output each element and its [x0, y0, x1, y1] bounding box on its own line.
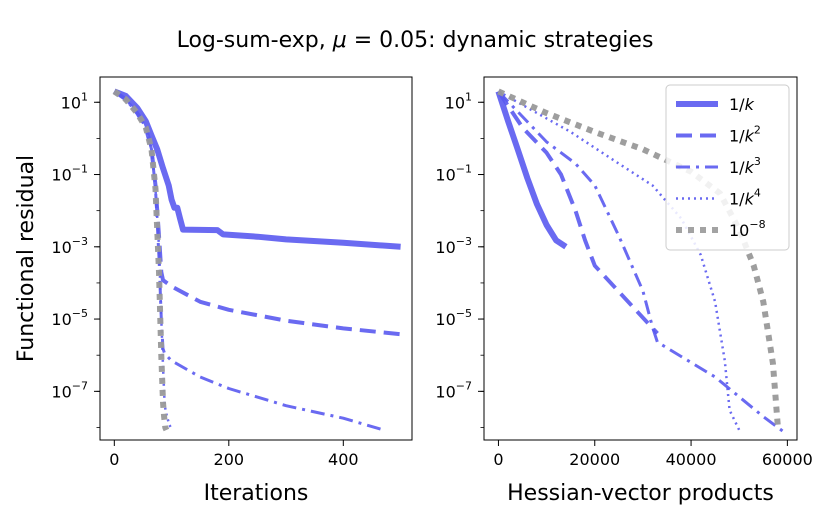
y-tick-label: 10−3	[51, 235, 88, 257]
series-line-1-k-2	[496, 90, 659, 335]
x-tick-label: 400	[328, 450, 359, 469]
right-panel: 0 20000 40000 60000 101 10−1 10−3 10−5 10−7 Hessi…	[435, 76, 813, 506]
plot-frame	[483, 76, 798, 441]
left-panel: 0 200 400 101 10−1 10−3 10−5 10−7 Iterations Func…	[14, 76, 413, 506]
x-tick-label: 60000	[762, 450, 813, 469]
legend: 1/k 1/k2 1/k3 1/k4 10−8	[665, 84, 790, 251]
series-line-10-8	[112, 88, 170, 432]
series-line-1-k-2	[113, 89, 401, 337]
legend-frame	[665, 84, 790, 251]
legend-label: 1/k3	[729, 155, 761, 177]
y-tick-label: 101	[445, 90, 472, 112]
plot-frame	[99, 76, 413, 441]
x-tick-label: 200	[214, 450, 245, 469]
x-axis-title: Hessian-vector products	[507, 481, 774, 506]
y-tick-label: 10−3	[435, 235, 472, 257]
y-tick-label: 10−5	[51, 307, 88, 329]
y-tick-label: 10−5	[435, 307, 472, 329]
x-tick-label: 20000	[569, 450, 620, 469]
series-line-1-k-3	[497, 90, 784, 433]
y-tick-label: 101	[61, 90, 88, 112]
legend-label: 10−8	[729, 218, 766, 240]
legend-label: 1/k	[729, 95, 755, 114]
x-tick-label: 0	[109, 450, 119, 469]
y-tick-label: 10−1	[435, 163, 472, 185]
x-tick-label: 40000	[666, 450, 717, 469]
legend-label: 1/k2	[729, 124, 761, 146]
y-tick-label: 10−1	[51, 163, 88, 185]
y-tick-label: 10−7	[51, 379, 88, 401]
y-tick-label: 10−7	[435, 379, 472, 401]
figure-title: Log-sum-exp, μ = 0.05: dynamic strategie…	[177, 28, 654, 53]
series-line-1-k	[113, 88, 401, 250]
x-axis-title: Iterations	[204, 481, 309, 506]
legend-label: 1/k4	[729, 187, 761, 209]
series-line-1-k	[495, 90, 568, 250]
y-axis-title: Functional residual	[14, 155, 39, 362]
x-tick-label: 0	[493, 450, 503, 469]
series-group	[112, 88, 401, 432]
